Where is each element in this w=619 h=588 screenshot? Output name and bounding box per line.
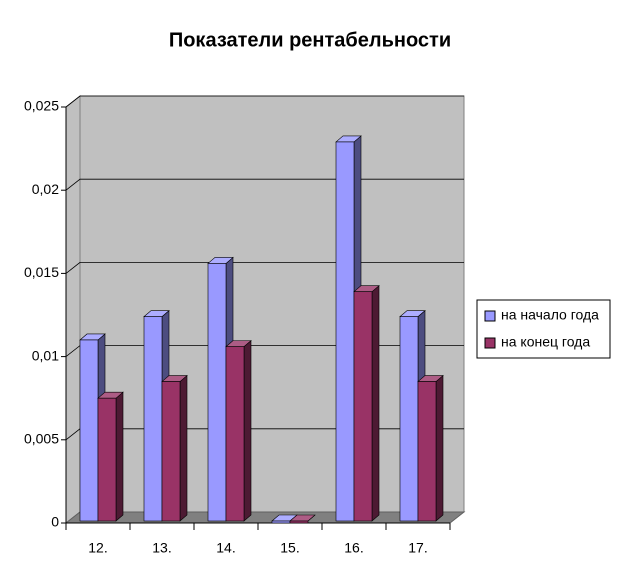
legend-label: на начало года [501, 307, 599, 323]
bar [417, 381, 437, 522]
legend-swatch [484, 337, 496, 349]
bar [161, 381, 181, 522]
x-tick-label: 16. [344, 540, 363, 556]
bar [271, 520, 291, 524]
bar [353, 291, 373, 522]
x-tick-label: 17. [408, 540, 427, 556]
bar [335, 141, 355, 522]
x-tick-label: 14. [216, 540, 235, 556]
y-tick-label: 0,01 [32, 347, 59, 363]
legend-box [476, 299, 611, 359]
x-tick-label: 13. [152, 540, 171, 556]
bar [207, 263, 227, 522]
bar-side [371, 285, 380, 522]
side-wall [65, 94, 81, 525]
y-tick-label: 0,02 [32, 181, 59, 197]
bar-side [179, 374, 188, 522]
bar [97, 397, 117, 522]
x-tick-label: 12. [88, 540, 107, 556]
bar [225, 346, 245, 522]
y-tick-label: 0,015 [24, 264, 59, 280]
y-tick-label: 0,005 [24, 431, 59, 447]
legend-label: на конец года [501, 334, 590, 350]
bar-side [243, 339, 252, 522]
grid-line [65, 95, 464, 108]
chart-title: Показатели рентабельности [169, 29, 451, 51]
bar-side [115, 391, 124, 522]
bar [143, 316, 163, 522]
bar [399, 316, 419, 522]
legend-swatch [484, 310, 496, 322]
y-tick-label: 0 [51, 514, 59, 530]
y-tick-label: 0,025 [24, 98, 59, 114]
bar [289, 520, 309, 524]
x-tick-label: 15. [280, 540, 299, 556]
bar [79, 339, 99, 522]
bar-side [435, 374, 444, 522]
